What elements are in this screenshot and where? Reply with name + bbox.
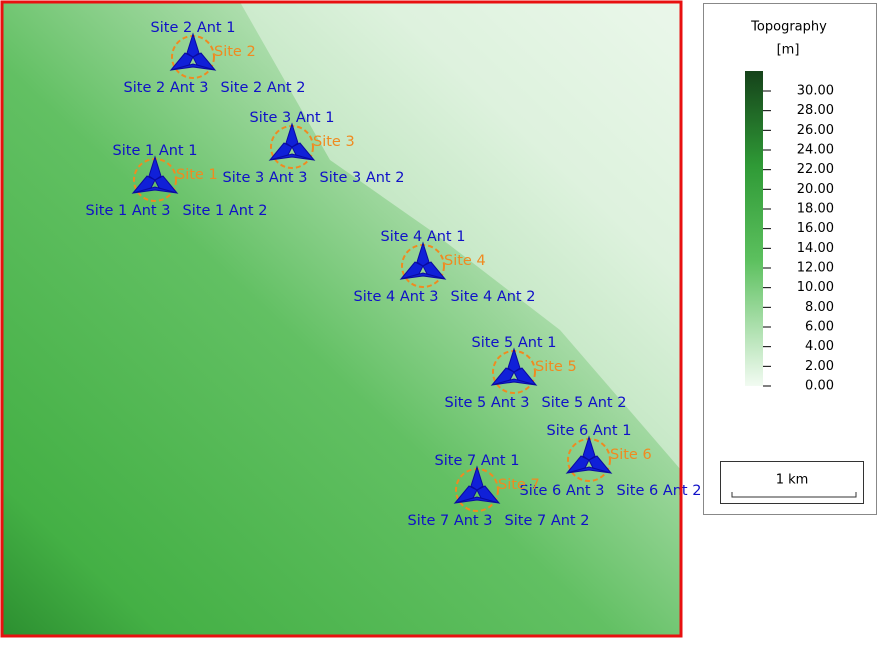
colorbar-tick-label: 14.00 bbox=[797, 241, 834, 256]
antenna-label: Site 1 Ant 3 bbox=[86, 203, 171, 219]
colorbar-tick-label: 20.00 bbox=[797, 182, 834, 197]
site-label: Site 1 bbox=[176, 167, 218, 183]
antenna-icon bbox=[490, 347, 538, 386]
site: Site 4 Site 4 Ant 1 Site 4 Ant 2 Site 4 Ant… bbox=[354, 229, 536, 305]
site: Site 7 Site 7 Ant 1 Site 7 Ant 2 Site 7 Ant… bbox=[408, 453, 590, 529]
colorbar-tick-label: 0.00 bbox=[805, 379, 834, 394]
site-label: Site 3 bbox=[313, 134, 355, 150]
map-frame bbox=[0, 0, 683, 638]
antenna-label: Site 7 Ant 2 bbox=[505, 513, 590, 529]
site-label: Site 2 bbox=[214, 44, 256, 60]
sites: Site 1 Site 1 Ant 1 Site 1 Ant 2 Site 1 Ant… bbox=[86, 20, 702, 529]
antenna-label: Site 2 Ant 2 bbox=[221, 80, 306, 96]
antenna-label: Site 5 Ant 3 bbox=[445, 395, 530, 411]
colorbar-tick-label: 2.00 bbox=[805, 359, 834, 374]
legend-title: Topography bbox=[750, 20, 827, 35]
antenna-icon bbox=[453, 465, 501, 504]
colorbar-tick-label: 22.00 bbox=[797, 162, 834, 177]
legend: Topography [m] 0.00 2.00 4.00 6.00 8.00 10.00… bbox=[703, 3, 877, 515]
colorbar-tick-label: 10.00 bbox=[797, 280, 834, 295]
antenna-icon bbox=[131, 155, 179, 194]
colorbar-tick-label: 18.00 bbox=[797, 202, 834, 217]
antenna-label: Site 6 Ant 2 bbox=[617, 483, 702, 499]
antenna-icon bbox=[169, 32, 217, 71]
site: Site 5 Site 5 Ant 1 Site 5 Ant 2 Site 5 Ant… bbox=[445, 335, 627, 411]
colorbar-tick-label: 16.00 bbox=[797, 221, 834, 236]
colorbar-tick-label: 26.00 bbox=[797, 123, 834, 138]
antenna-icon bbox=[399, 241, 447, 280]
antenna-label: Site 7 Ant 3 bbox=[408, 513, 493, 529]
colorbar-tick-label: 28.00 bbox=[797, 103, 834, 118]
colorbar-tick-label: 12.00 bbox=[797, 261, 834, 276]
colorbar-tick-label: 24.00 bbox=[797, 143, 834, 158]
antenna-label: Site 3 Ant 3 bbox=[223, 170, 308, 186]
scale-label: 1 km bbox=[776, 473, 809, 488]
antenna-label: Site 6 Ant 1 bbox=[547, 423, 632, 439]
site-label: Site 5 bbox=[535, 359, 577, 375]
antenna-label: Site 1 Ant 2 bbox=[183, 203, 268, 219]
antenna-label: Site 7 Ant 1 bbox=[435, 453, 520, 469]
site-label: Site 4 bbox=[444, 253, 486, 269]
antenna-label: Site 4 Ant 3 bbox=[354, 289, 439, 305]
antenna-label: Site 6 Ant 3 bbox=[520, 483, 605, 499]
colorbar-tick-label: 6.00 bbox=[805, 320, 834, 335]
site: Site 3 Site 3 Ant 1 Site 3 Ant 2 Site 3 Ant… bbox=[223, 110, 405, 186]
site: Site 2 Site 2 Ant 1 Site 2 Ant 2 Site 2 Ant… bbox=[124, 20, 306, 96]
site-label: Site 6 bbox=[610, 447, 652, 463]
legend-unit: [m] bbox=[777, 43, 800, 58]
antenna-label: Site 1 Ant 1 bbox=[113, 143, 198, 159]
antenna-label: Site 3 Ant 2 bbox=[320, 170, 405, 186]
antenna-icon bbox=[565, 435, 613, 474]
legend-box bbox=[703, 3, 877, 515]
colorbar-tick-label: 8.00 bbox=[805, 300, 834, 315]
antenna-label: Site 4 Ant 2 bbox=[451, 289, 536, 305]
terrain-light bbox=[240, 2, 681, 470]
colorbar-tick-label: 4.00 bbox=[805, 339, 834, 354]
colorbar-tick-label: 30.00 bbox=[797, 84, 834, 99]
site-label: Site 7 bbox=[498, 477, 540, 493]
colorbar bbox=[745, 71, 763, 386]
antenna-label: Site 5 Ant 2 bbox=[542, 395, 627, 411]
antenna-icon bbox=[268, 122, 316, 161]
antenna-label: Site 2 Ant 3 bbox=[124, 80, 209, 96]
scale-bar bbox=[731, 492, 857, 498]
antenna-label: Site 3 Ant 1 bbox=[250, 110, 335, 126]
colorbar-ticks: 0.00 2.00 4.00 6.00 8.00 10.00 12.00 14.00 16.00… bbox=[763, 84, 834, 394]
antenna-label: Site 5 Ant 1 bbox=[472, 335, 557, 351]
antenna-label: Site 2 Ant 1 bbox=[151, 20, 236, 36]
site: Site 1 Site 1 Ant 1 Site 1 Ant 2 Site 1 Ant… bbox=[86, 143, 268, 219]
antenna-label: Site 4 Ant 1 bbox=[381, 229, 466, 245]
